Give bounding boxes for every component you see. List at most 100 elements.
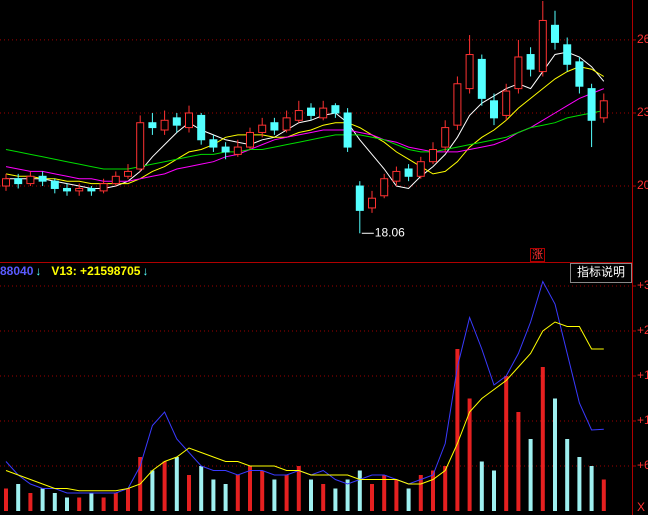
candle-body [319,107,328,119]
candle-body [514,56,523,90]
candle-body [368,197,376,209]
candle-body [270,122,279,131]
volume-bar [418,475,423,511]
candle-body [526,54,535,70]
low-annotation: 18.06 [375,225,405,239]
volume-bar [565,439,570,511]
candle-body [185,112,193,129]
volume-bar [40,488,45,511]
candle-body [99,183,108,192]
candle-body [380,178,389,197]
candle-body [2,178,10,187]
candle-body [575,61,584,87]
candle-body [490,100,498,119]
volume-bar [394,479,399,511]
volume-bar [126,488,130,511]
candle-body [343,112,352,148]
candle-body [221,146,230,153]
volume-bar [187,475,191,511]
volume-bar [492,470,496,511]
candle-body [233,146,242,155]
candle-body [160,119,169,131]
ma-line [5,110,604,170]
indicator-button-label[interactable]: 指标说明 [577,264,625,279]
candle-body [294,110,303,121]
candle-body [331,105,340,114]
indicator-arrow: ↓ [35,264,41,278]
volume-bar [150,470,155,511]
volume-bar [382,475,387,511]
volume-bar [577,457,582,511]
candle-body [502,90,511,116]
y-tick-label: +2 [637,323,648,337]
candle-body [197,114,206,141]
candle-body [148,122,157,129]
candle-body [453,83,462,126]
candle-body [416,161,425,177]
axis-corner-label: X [637,500,645,514]
candle-body [63,187,71,192]
volume-bar [345,479,350,511]
volume-bar [101,497,106,511]
candle-body [258,124,267,133]
volume-bar [28,493,33,511]
volume-bar [199,466,204,511]
candle-body [465,54,474,90]
indicator-value: V13: +21598705 [51,264,140,278]
candle-body [124,170,132,177]
y-tick-label: +1 [637,413,648,427]
volume-bar [65,497,69,511]
volume-bar [223,484,228,511]
candle-body [87,187,96,192]
volume-bar [601,479,606,511]
volume-bar [357,470,362,511]
candle-body [551,24,559,43]
candle-body [26,175,35,185]
volume-bar [284,475,289,511]
candle-body [538,19,547,73]
volume-bar [528,439,533,511]
volume-bar [540,367,545,511]
candle-body [282,117,291,131]
volume-bar [467,398,472,511]
volume-bar [333,488,338,511]
volume-bar [260,470,265,511]
y-tick-label: 23 [637,105,648,119]
volume-bar [504,376,509,511]
indicator-button[interactable] [570,263,632,283]
volume-bar [211,479,216,511]
volume-bar [113,493,118,511]
candle-body [599,100,608,119]
volume-bar [589,466,594,511]
candle-body [38,175,47,182]
volume-bar [16,484,21,511]
candle-body [172,117,181,126]
y-tick-label: 20 [637,178,648,192]
volume-bar [174,457,179,511]
candle-body [50,180,59,189]
candle-body [477,58,486,99]
candle-body [75,187,84,192]
candle-body [246,131,254,148]
volume-bar [4,488,8,511]
volume-bar [77,497,82,511]
volume-bar [89,493,94,511]
volume-bar [516,412,521,511]
candle-body [563,44,572,65]
volume-bar [431,470,435,511]
volume-bar [553,398,557,511]
volume-bar [296,466,301,511]
indicator-arrow: ↓ [142,264,148,278]
candle-body [209,139,218,148]
volume-bar [406,488,411,511]
y-tick-label: +3 [637,278,648,292]
indicator-value: 88040 [0,264,34,278]
volume-bar [479,461,484,511]
candle-body [14,178,23,185]
candle-body [404,168,413,177]
volume-bar [321,484,326,511]
volume-bar [370,484,374,511]
y-tick-label: 26 [637,32,648,46]
